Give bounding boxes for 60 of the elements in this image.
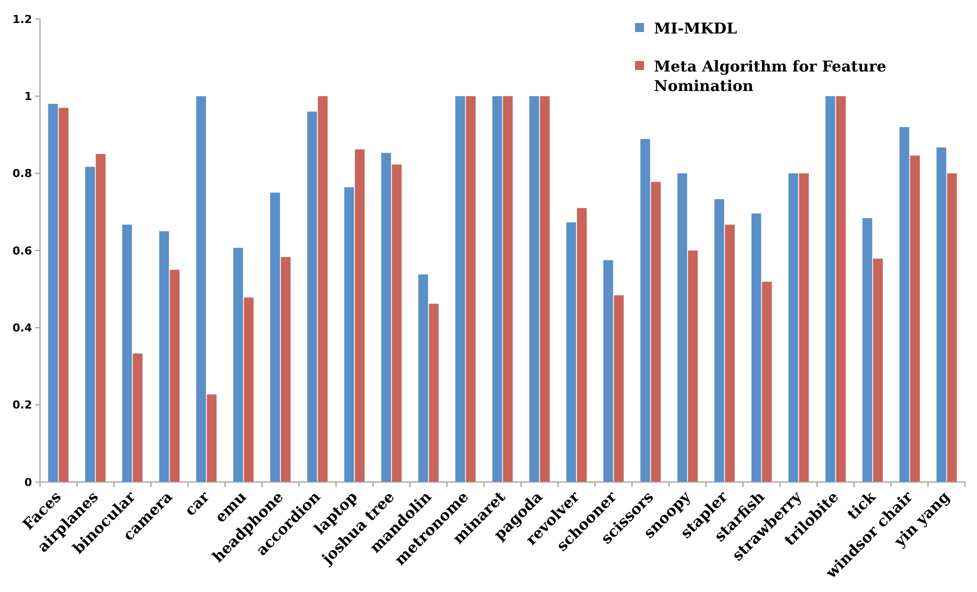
bar (466, 96, 476, 482)
bar (206, 394, 217, 482)
bar (196, 96, 206, 482)
bar (714, 199, 724, 482)
bar (318, 96, 328, 482)
bar (170, 270, 180, 482)
bar (762, 282, 772, 482)
bar (640, 138, 650, 482)
bar (280, 257, 291, 482)
bar (132, 354, 143, 482)
y-tick-label: 0.6 (12, 244, 32, 258)
bar (688, 250, 698, 482)
bar (540, 96, 550, 482)
y-tick-label: 1.2 (12, 12, 32, 26)
bar (48, 104, 58, 482)
bar (566, 222, 576, 482)
bar (529, 96, 540, 482)
bar (344, 187, 354, 482)
bar (455, 96, 466, 482)
bar (233, 248, 243, 482)
bar (910, 156, 920, 482)
x-tick-label: car (181, 487, 214, 520)
bar (122, 224, 132, 482)
bar (873, 258, 883, 482)
bar (677, 173, 688, 482)
bar (354, 149, 365, 482)
y-tick-label: 0.2 (12, 398, 32, 412)
bar (947, 173, 957, 482)
bar (650, 182, 661, 482)
bar (576, 208, 587, 482)
bar (502, 96, 513, 482)
bar (96, 154, 106, 482)
y-tick-label: 0 (24, 476, 32, 489)
bar (614, 295, 624, 482)
y-tick-label: 0.8 (12, 167, 32, 180)
bar (307, 112, 317, 482)
bar (159, 231, 169, 482)
legend-label: Meta Algorithm for Feature Nomination (654, 57, 886, 95)
bar (270, 192, 280, 482)
bar (899, 127, 910, 482)
bar (725, 224, 735, 482)
bar (836, 96, 846, 482)
legend-label: MI-MKDL (654, 19, 738, 38)
y-tick-label: 0.4 (12, 322, 32, 335)
bar (58, 108, 68, 482)
bar (244, 298, 254, 482)
y-tick-label: 1 (24, 90, 32, 104)
bar (418, 274, 428, 482)
bar (428, 304, 439, 482)
bar (799, 173, 809, 482)
bar (751, 213, 762, 482)
bar (85, 166, 95, 482)
bar (825, 96, 836, 482)
bar (492, 96, 502, 482)
bar (603, 260, 614, 482)
bar (936, 147, 946, 482)
bar (392, 164, 402, 482)
bar (788, 173, 798, 482)
bar (862, 218, 872, 482)
bar (381, 152, 392, 482)
